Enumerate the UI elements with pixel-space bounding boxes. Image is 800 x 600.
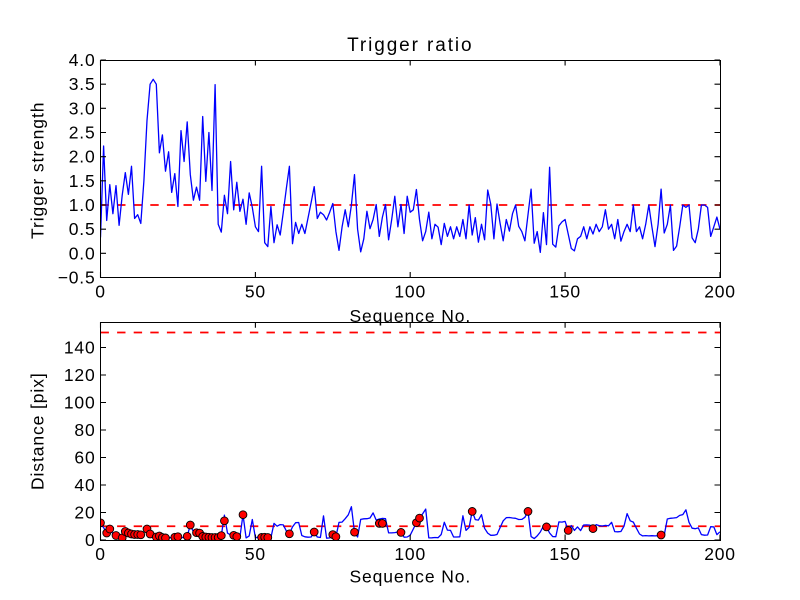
- svg-text:0: 0: [95, 544, 106, 564]
- svg-text:20: 20: [74, 503, 95, 523]
- svg-text:150: 150: [549, 544, 581, 564]
- svg-text:0.0: 0.0: [69, 243, 96, 263]
- svg-text:2.5: 2.5: [69, 123, 96, 143]
- svg-text:120: 120: [64, 365, 96, 385]
- svg-text:1.5: 1.5: [69, 171, 96, 191]
- svg-text:3.0: 3.0: [69, 98, 96, 118]
- svg-text:40: 40: [74, 475, 95, 495]
- svg-text:50: 50: [245, 282, 266, 302]
- svg-text:Trigger strength: Trigger strength: [28, 102, 48, 239]
- svg-text:100: 100: [64, 393, 96, 413]
- svg-text:0: 0: [95, 282, 106, 302]
- svg-text:Trigger ratio: Trigger ratio: [347, 35, 473, 56]
- svg-text:0.5: 0.5: [69, 219, 96, 239]
- svg-text:Distance [pix]: Distance [pix]: [28, 372, 48, 490]
- svg-text:60: 60: [74, 448, 95, 468]
- svg-text:50: 50: [245, 544, 266, 564]
- svg-text:2.0: 2.0: [69, 147, 96, 167]
- svg-text:80: 80: [74, 420, 95, 440]
- svg-text:100: 100: [394, 282, 426, 302]
- svg-text:1.0: 1.0: [69, 195, 96, 215]
- svg-text:3.5: 3.5: [69, 74, 96, 94]
- svg-text:100: 100: [394, 544, 426, 564]
- svg-text:150: 150: [549, 282, 581, 302]
- svg-text:200: 200: [704, 282, 736, 302]
- svg-text:0: 0: [85, 530, 96, 550]
- svg-text:Sequence No.: Sequence No.: [349, 567, 471, 587]
- svg-text:−0.5: −0.5: [58, 268, 96, 288]
- svg-text:Sequence No.: Sequence No.: [349, 306, 471, 326]
- svg-text:200: 200: [704, 544, 736, 564]
- svg-text:4.0: 4.0: [69, 50, 96, 70]
- svg-text:140: 140: [64, 338, 96, 358]
